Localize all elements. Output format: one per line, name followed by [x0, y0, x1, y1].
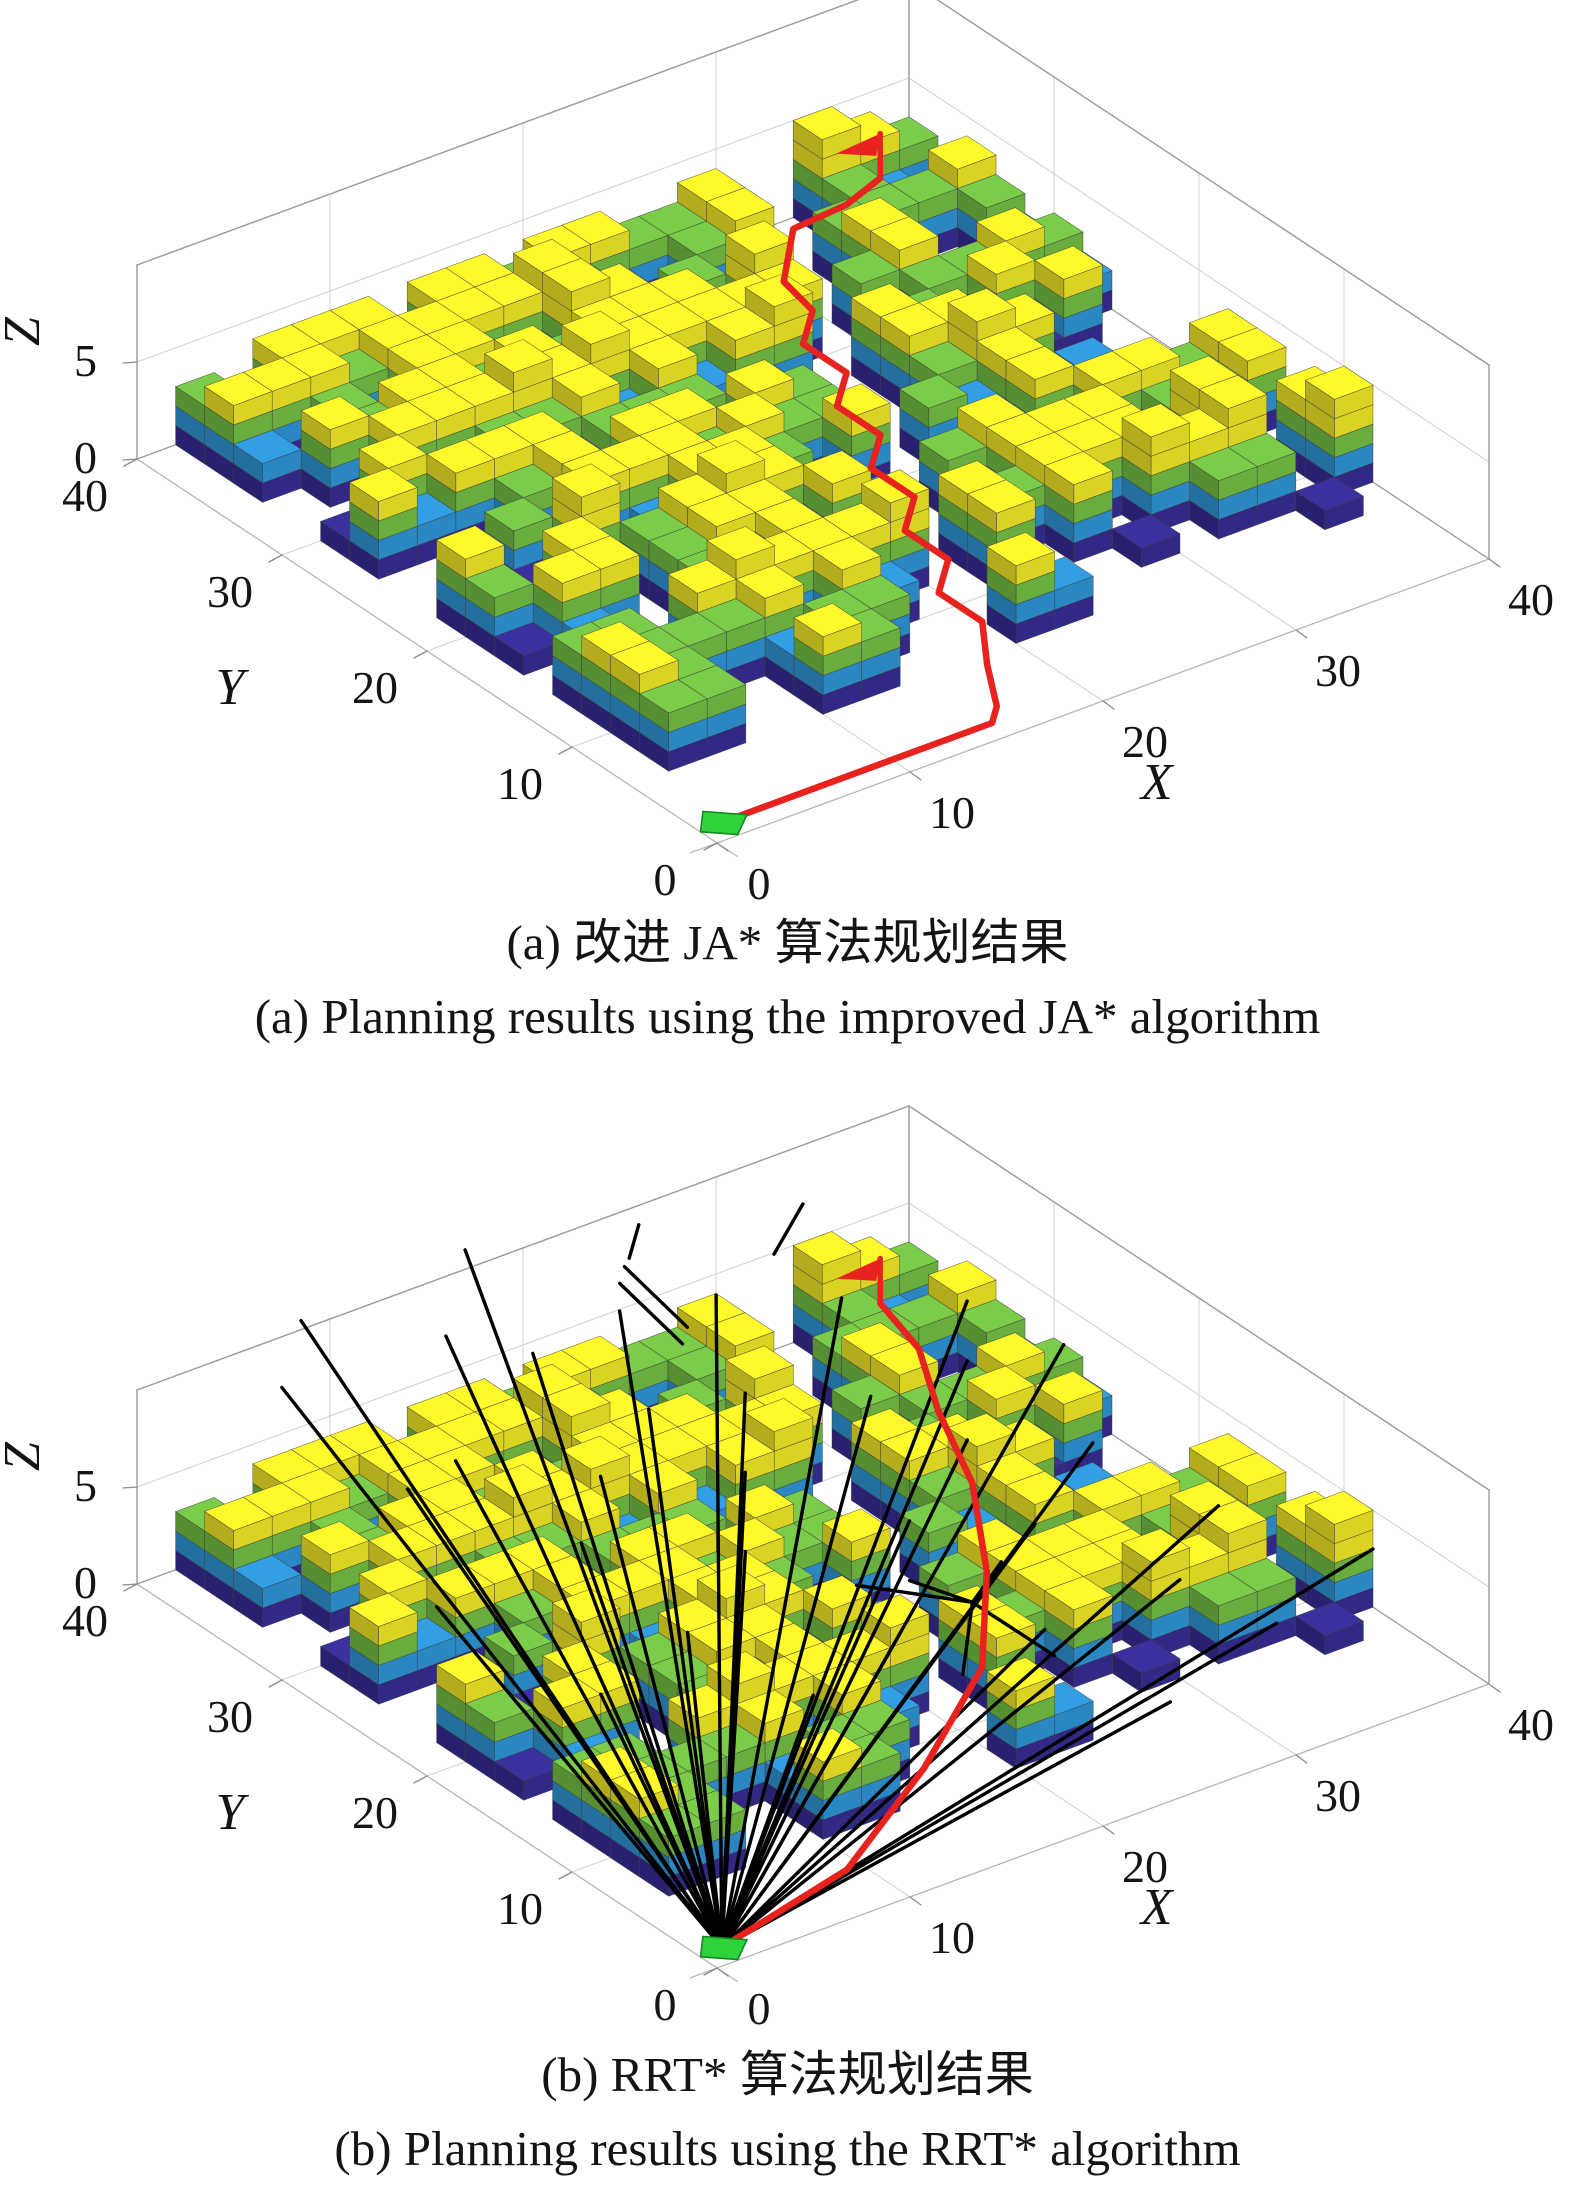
svg-text:0: 0	[654, 854, 677, 905]
svg-text:30: 30	[1315, 645, 1361, 696]
svg-text:X: X	[1139, 754, 1175, 811]
svg-text:30: 30	[207, 1691, 253, 1742]
svg-text:30: 30	[207, 566, 253, 617]
rrt-tree-branches	[280, 1202, 1375, 1950]
svg-text:40: 40	[62, 470, 108, 521]
svg-text:Y: Y	[216, 659, 250, 716]
svg-text:0: 0	[74, 432, 97, 483]
caption-panel-b: (b) RRT* 算法规划结果 (b) Planning results usi…	[0, 2038, 1575, 2186]
caption-panel-a: (a) 改进 JA* 算法规划结果 (a) Planning results u…	[0, 906, 1575, 1054]
svg-text:30: 30	[1315, 1770, 1361, 1821]
svg-text:20: 20	[1122, 1841, 1168, 1892]
svg-text:X: X	[1139, 1879, 1175, 1936]
start-marker	[699, 810, 749, 836]
svg-text:40: 40	[1508, 1699, 1554, 1750]
planned-path	[718, 1299, 991, 1951]
svg-text:40: 40	[1508, 574, 1554, 625]
svg-text:20: 20	[1122, 716, 1168, 767]
svg-text:Z: Z	[0, 316, 51, 346]
svg-text:10: 10	[929, 787, 975, 838]
caption-a-chinese: (a) 改进 JA* 算法规划结果	[506, 915, 1069, 970]
svg-text:10: 10	[497, 1883, 543, 1934]
caption-b-english: (b) Planning results using the RRT* algo…	[334, 2121, 1241, 2176]
caption-b-chinese: (b) RRT* 算法规划结果	[541, 2047, 1034, 2102]
svg-text:0: 0	[748, 1983, 771, 2034]
goal-flag-marker	[836, 1255, 883, 1306]
goal-flag-marker	[836, 130, 883, 181]
obstacle-voxels	[174, 106, 1374, 772]
svg-text:0: 0	[748, 858, 771, 905]
axis-labels: 01020304001020304005XYZ	[0, 1441, 1554, 2034]
svg-text:10: 10	[497, 758, 543, 809]
start-marker	[699, 1935, 749, 1961]
axis-ticks	[122, 361, 1501, 858]
caption-a-english: (a) Planning results using the improved …	[254, 989, 1321, 1044]
svg-text:10: 10	[929, 1912, 975, 1963]
axis-ticks	[122, 1486, 1501, 1983]
svg-text:20: 20	[352, 1787, 398, 1838]
svg-text:Y: Y	[216, 1784, 250, 1841]
svg-text:Z: Z	[0, 1441, 51, 1471]
plot-b-3d-voxel-chart: 01020304001020304005XYZ	[0, 1070, 1575, 2038]
svg-text:5: 5	[74, 335, 97, 386]
svg-text:0: 0	[654, 1979, 677, 2030]
plot-a-3d-voxel-chart: 01020304001020304005XYZ	[0, 0, 1575, 905]
svg-text:40: 40	[62, 1595, 108, 1646]
svg-text:20: 20	[352, 662, 398, 713]
planned-path	[718, 174, 1001, 826]
svg-text:0: 0	[74, 1557, 97, 1608]
svg-text:5: 5	[74, 1460, 97, 1511]
axis-labels: 01020304001020304005XYZ	[0, 316, 1554, 905]
